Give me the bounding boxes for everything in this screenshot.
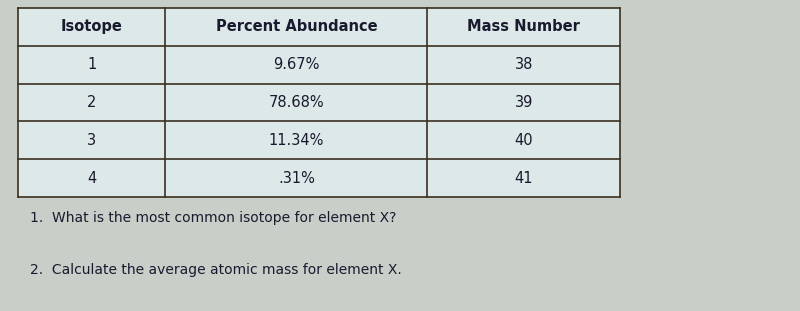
Text: .31%: .31%	[278, 171, 315, 186]
Bar	[427, 121, 620, 159]
Text: Mass Number: Mass Number	[467, 19, 580, 35]
Text: Percent Abundance: Percent Abundance	[216, 19, 378, 35]
Text: 40: 40	[514, 133, 533, 148]
Text: Isotope: Isotope	[61, 19, 122, 35]
Bar	[18, 46, 166, 84]
Text: 1: 1	[87, 57, 96, 72]
Text: 2: 2	[87, 95, 97, 110]
Bar	[18, 159, 166, 197]
Bar	[18, 8, 166, 46]
Bar	[166, 8, 427, 46]
Bar	[166, 46, 427, 84]
Bar	[427, 46, 620, 84]
Bar	[166, 121, 427, 159]
Bar	[18, 121, 166, 159]
Bar	[166, 159, 427, 197]
Bar	[18, 84, 166, 121]
Text: 4: 4	[87, 171, 96, 186]
Text: 2.  Calculate the average atomic mass for element X.: 2. Calculate the average atomic mass for…	[30, 263, 402, 277]
Text: 9.67%: 9.67%	[274, 57, 320, 72]
Bar	[427, 84, 620, 121]
Text: 41: 41	[514, 171, 533, 186]
Text: 3: 3	[87, 133, 96, 148]
Text: 1.  What is the most common isotope for element X?: 1. What is the most common isotope for e…	[30, 211, 396, 225]
Text: 11.34%: 11.34%	[269, 133, 324, 148]
Bar	[427, 8, 620, 46]
Text: 39: 39	[514, 95, 533, 110]
Bar	[166, 84, 427, 121]
Text: 78.68%: 78.68%	[269, 95, 324, 110]
Text: 38: 38	[514, 57, 533, 72]
Bar	[427, 159, 620, 197]
